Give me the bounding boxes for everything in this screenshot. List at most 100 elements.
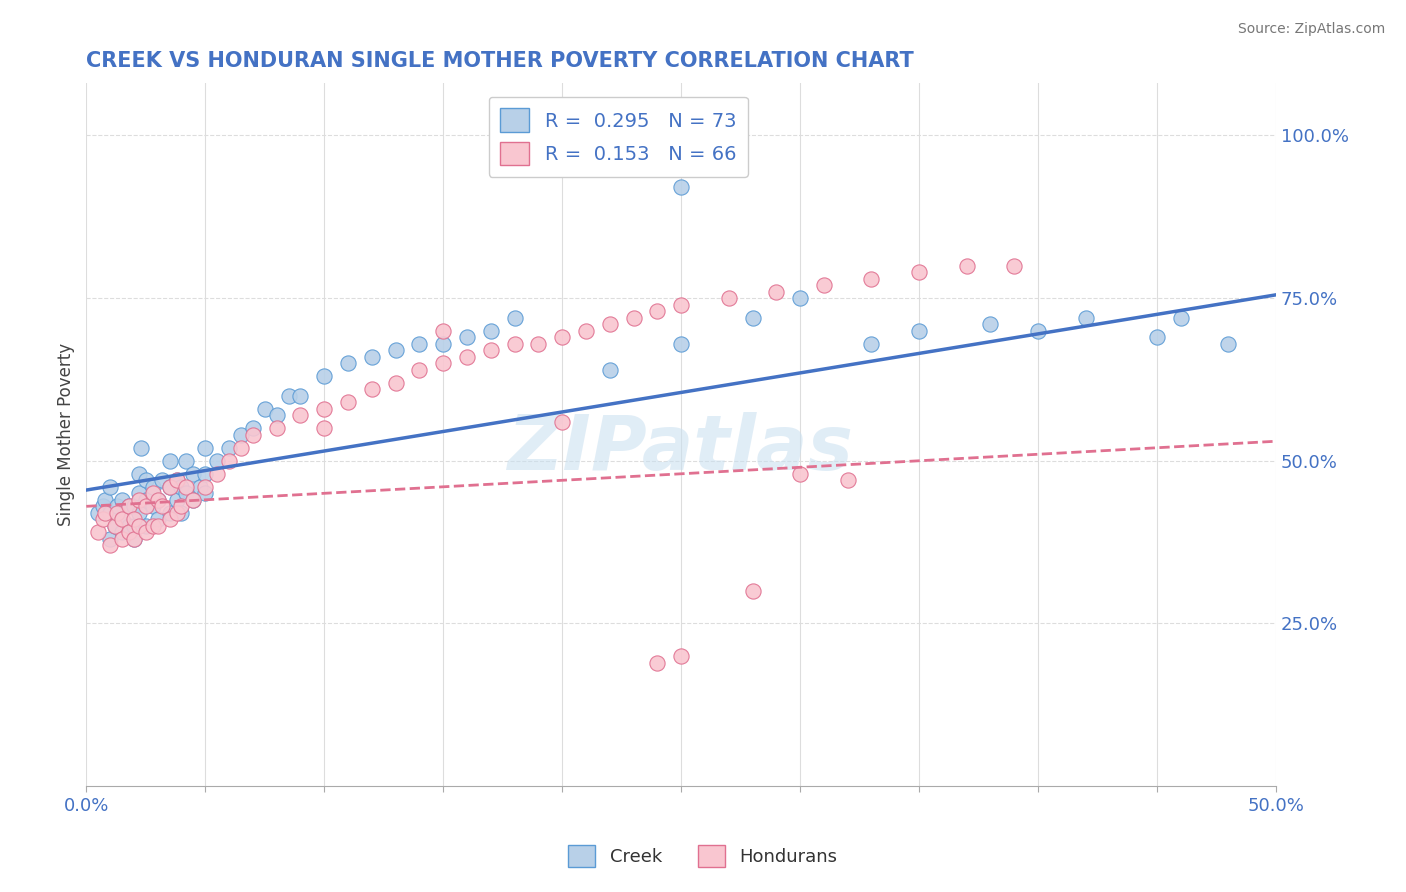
Point — [87, 506, 110, 520]
Point — [111, 512, 134, 526]
Point — [314, 401, 336, 416]
Point — [599, 317, 621, 331]
Point — [159, 454, 181, 468]
Point — [741, 583, 763, 598]
Point — [789, 291, 811, 305]
Point — [669, 297, 692, 311]
Point — [551, 330, 574, 344]
Point — [741, 310, 763, 325]
Point — [205, 467, 228, 481]
Legend: Creek, Hondurans: Creek, Hondurans — [561, 838, 845, 874]
Point — [122, 519, 145, 533]
Point — [174, 486, 197, 500]
Point — [1074, 310, 1097, 325]
Point — [98, 506, 121, 520]
Point — [860, 271, 883, 285]
Point — [290, 408, 312, 422]
Point — [142, 486, 165, 500]
Point — [122, 532, 145, 546]
Point — [194, 441, 217, 455]
Point — [166, 473, 188, 487]
Point — [337, 395, 360, 409]
Point — [159, 480, 181, 494]
Point — [194, 480, 217, 494]
Point — [128, 467, 150, 481]
Point — [91, 500, 114, 514]
Point — [432, 336, 454, 351]
Point — [118, 525, 141, 540]
Point — [647, 304, 669, 318]
Point — [170, 480, 193, 494]
Point — [337, 356, 360, 370]
Point — [205, 454, 228, 468]
Point — [1218, 336, 1240, 351]
Point — [253, 401, 276, 416]
Point — [122, 512, 145, 526]
Point — [146, 492, 169, 507]
Point — [104, 519, 127, 533]
Point — [183, 467, 205, 481]
Point — [128, 519, 150, 533]
Point — [135, 519, 157, 533]
Point — [146, 512, 169, 526]
Point — [174, 454, 197, 468]
Point — [94, 492, 117, 507]
Point — [170, 506, 193, 520]
Point — [159, 480, 181, 494]
Point — [194, 467, 217, 481]
Point — [166, 473, 188, 487]
Y-axis label: Single Mother Poverty: Single Mother Poverty — [58, 343, 75, 526]
Point — [314, 369, 336, 384]
Point — [242, 427, 264, 442]
Point — [135, 473, 157, 487]
Point — [432, 324, 454, 338]
Point — [105, 500, 128, 514]
Point — [118, 500, 141, 514]
Point — [503, 310, 526, 325]
Point — [128, 506, 150, 520]
Point — [765, 285, 787, 299]
Point — [527, 336, 550, 351]
Legend: R =  0.295   N = 73, R =  0.153   N = 66: R = 0.295 N = 73, R = 0.153 N = 66 — [489, 96, 748, 178]
Point — [647, 656, 669, 670]
Point — [190, 480, 212, 494]
Point — [669, 648, 692, 663]
Point — [908, 265, 931, 279]
Point — [166, 492, 188, 507]
Point — [174, 480, 197, 494]
Point — [122, 500, 145, 514]
Point — [135, 500, 157, 514]
Point — [105, 506, 128, 520]
Point — [551, 415, 574, 429]
Point — [408, 336, 430, 351]
Point — [128, 486, 150, 500]
Point — [432, 356, 454, 370]
Point — [1170, 310, 1192, 325]
Point — [194, 486, 217, 500]
Point — [152, 500, 174, 514]
Point — [142, 519, 165, 533]
Point — [789, 467, 811, 481]
Point — [118, 519, 141, 533]
Point — [122, 532, 145, 546]
Point — [908, 324, 931, 338]
Point — [599, 362, 621, 376]
Point — [277, 389, 299, 403]
Text: Source: ZipAtlas.com: Source: ZipAtlas.com — [1237, 22, 1385, 37]
Point — [266, 421, 288, 435]
Point — [142, 480, 165, 494]
Point — [218, 454, 240, 468]
Point — [623, 310, 645, 325]
Point — [183, 492, 205, 507]
Point — [98, 480, 121, 494]
Point — [170, 500, 193, 514]
Point — [146, 519, 169, 533]
Point — [218, 441, 240, 455]
Point — [1002, 259, 1025, 273]
Point — [813, 278, 835, 293]
Point — [456, 350, 478, 364]
Point — [1146, 330, 1168, 344]
Point — [979, 317, 1001, 331]
Text: ZIPatlas: ZIPatlas — [508, 412, 853, 486]
Point — [142, 500, 165, 514]
